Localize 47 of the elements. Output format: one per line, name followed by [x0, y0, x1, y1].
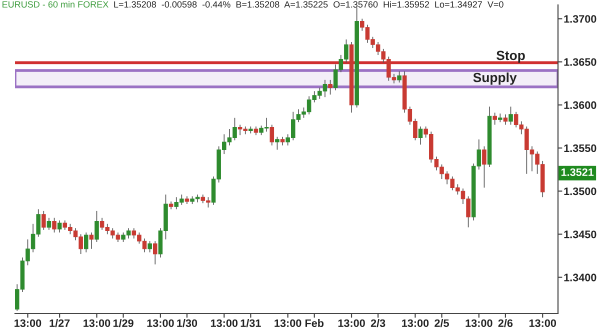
candlestick: [46, 217, 52, 230]
y-tick-label: 1.3550: [564, 144, 596, 152]
x-tick-label: 13:00: [466, 319, 492, 328]
candlestick: [503, 114, 508, 126]
x-tick-label: Feb: [305, 319, 324, 328]
y-tick-label: 1.3650: [564, 58, 596, 66]
y-tick-label: 1.3450: [564, 230, 596, 238]
candlestick: [397, 70, 402, 83]
text: 1.3521: [561, 168, 594, 176]
candlestick: [418, 126, 423, 145]
candlestick: [492, 112, 497, 126]
candlestick: [94, 210, 99, 242]
x-tick-label: 13:00: [274, 319, 302, 328]
x-tick-label: 1/31: [240, 319, 261, 328]
candlestick: [57, 220, 62, 233]
y-tick-label: 1.3400: [564, 274, 596, 282]
band-label: Supply: [473, 72, 517, 85]
chart-title: EURUSD - 60 min FOREX: [2, 0, 108, 8]
x-tick-label: 13:00: [84, 319, 110, 328]
x-tick-label: 2/6: [498, 319, 513, 328]
x-tick-label: 13:00: [402, 319, 429, 328]
x-tick-label: 13:00: [14, 319, 42, 328]
candlestick: [152, 240, 158, 265]
x-tick-label: 13:00: [147, 319, 174, 328]
chart-subtitle: L=1.35208 -0.00598 -0.44% B=1.35208 A=1.35225 O=1.35760 Hi=1.35952 Lo=1.34927 V=0: [114, 0, 504, 8]
candlestick: [328, 80, 332, 96]
candlestick: [270, 124, 274, 146]
y-tick-label: 1.3500: [564, 187, 596, 196]
x-tick-label: 1/27: [50, 319, 70, 328]
x-tick-label: 13:00: [529, 319, 556, 328]
ref-line-label: Stop: [496, 50, 525, 63]
candlestick: [275, 136, 280, 150]
y-tick-label: 1.3700: [564, 15, 596, 23]
candlestick: [84, 232, 88, 253]
x-tick-label: 1/30: [177, 319, 198, 328]
candlestick: [52, 217, 56, 233]
x-tick-label: 2/3: [370, 319, 386, 328]
candlestick: [148, 240, 152, 253]
candlestick: [89, 232, 94, 250]
candlestick: [42, 210, 46, 230]
candlestick: [482, 146, 486, 188]
x-tick-label: 13:00: [210, 319, 238, 328]
x-tick-label: 2/5: [434, 319, 449, 328]
x-tick-label: 1/29: [113, 319, 134, 328]
y-tick-label: 1.3600: [564, 101, 596, 109]
x-tick-label: 13:00: [338, 319, 365, 328]
candlestick: [508, 106, 513, 126]
